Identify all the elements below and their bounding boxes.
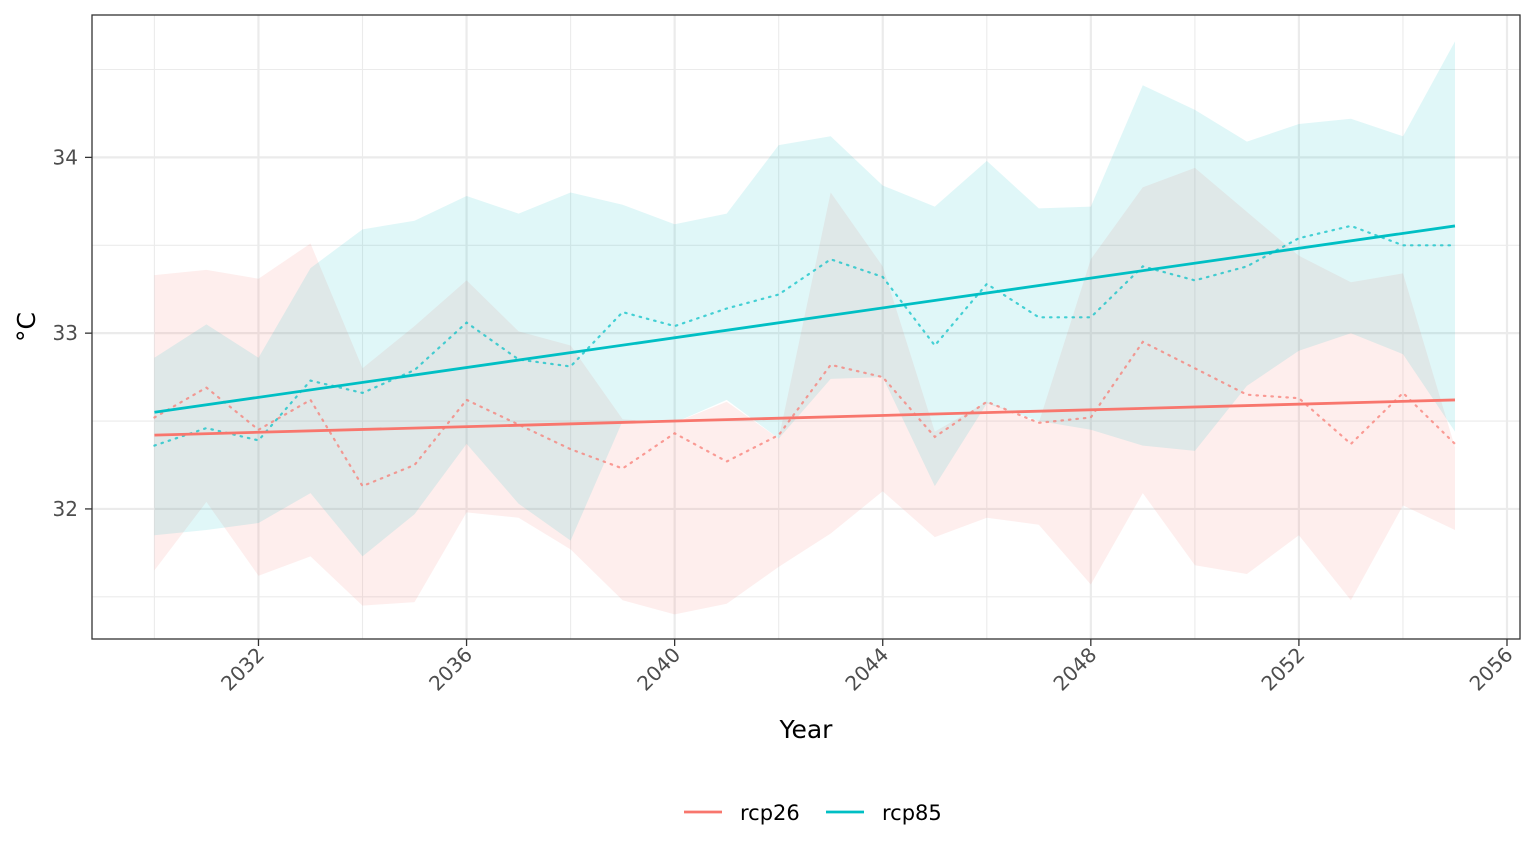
x-tick-label: 2052 — [1256, 643, 1309, 696]
legend: rcp26 rcp85 — [684, 801, 942, 825]
plot-background — [92, 15, 1520, 639]
x-tick-label: 2036 — [424, 643, 477, 696]
legend-label-rcp26: rcp26 — [740, 801, 800, 825]
x-tick-label: 2048 — [1048, 643, 1101, 696]
y-tick-label: 33 — [53, 321, 78, 345]
y-tick-label: 32 — [53, 497, 78, 521]
x-tick-label: 2056 — [1465, 643, 1518, 696]
trend-lines — [154, 224, 1456, 437]
minor-grid — [92, 15, 1520, 639]
y-axis: 32 33 34 — [53, 145, 92, 521]
plot-border — [91, 14, 1521, 640]
mean-lines — [153, 224, 1457, 488]
x-axis: 2032 2036 2040 2044 2048 2052 2056 — [216, 639, 1518, 696]
y-axis-title: °C — [12, 312, 41, 342]
y-tick-label: 34 — [53, 145, 78, 169]
rcp85-trend-line — [154, 224, 1456, 414]
x-tick-label: 2044 — [840, 643, 893, 696]
x-tick-label: 2032 — [216, 643, 269, 696]
rcp85-mean-line — [153, 224, 1457, 447]
rcp26-range-band — [154, 167, 1455, 615]
major-grid — [92, 15, 1520, 639]
rcp26-trend-line — [154, 398, 1456, 437]
legend-label-rcp85: rcp85 — [882, 801, 942, 825]
x-axis-title: Year — [779, 715, 834, 744]
x-tick-label: 2040 — [632, 643, 685, 696]
